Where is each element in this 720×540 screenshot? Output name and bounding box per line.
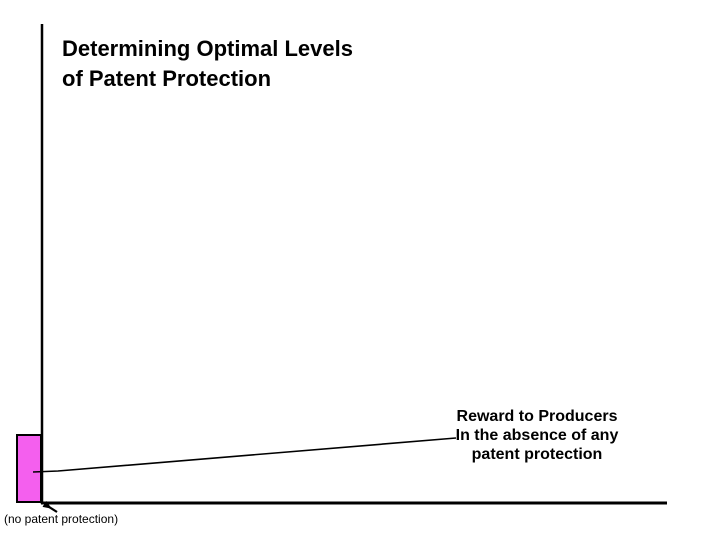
slide-title: Determining Optimal Levels of Patent Pro… — [62, 36, 353, 91]
bar-no-patent-protection — [16, 434, 42, 503]
callout-reward-to-producers: Reward to Producers In the absence of an… — [455, 408, 619, 463]
x-axis-label-no-patent-protection: (no patent protection) — [4, 512, 119, 526]
axis-label-arrow-icon — [42, 500, 58, 513]
callout-leader-line — [32, 437, 457, 473]
